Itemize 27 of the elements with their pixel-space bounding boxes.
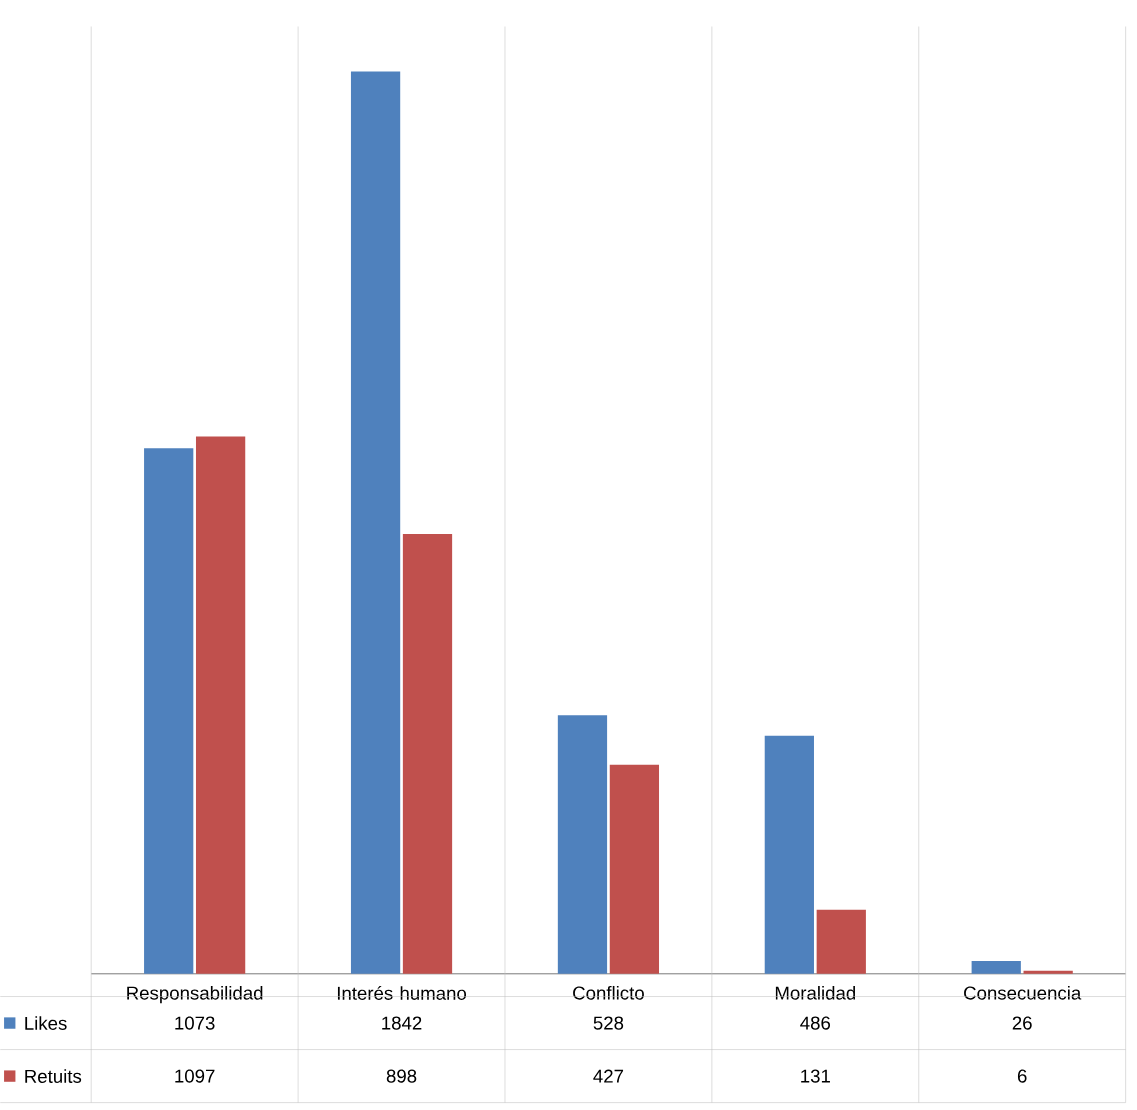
data-label: 898 [386,1069,417,1083]
legend-label: Likes [25,1016,67,1030]
bar [557,715,608,974]
data-label: 1097 [175,1069,215,1083]
bar [195,436,246,974]
x-tick-label: Consecuencia [964,985,1082,1000]
data-label: 1073 [175,1016,215,1030]
data-label: 486 [800,1016,831,1030]
bar [1023,970,1073,974]
bar [350,71,401,974]
data-label: 427 [593,1069,624,1083]
x-tick-label: Moralidad [775,985,856,1000]
bar [402,533,453,974]
bar [609,764,660,974]
bar [144,448,194,974]
legend-label: Retuits [25,1069,82,1083]
bar [764,735,814,974]
data-label: 131 [801,1069,830,1083]
bar [971,960,1021,974]
x-tick-label: Conflicto [573,985,644,1000]
data-label: 1842 [382,1016,422,1030]
data-label: 26 [1012,1016,1032,1030]
x-tick-label: Responsabilidad [127,985,263,1004]
data-label: 528 [593,1016,624,1030]
bar [816,909,866,974]
data-label: 6 [1017,1069,1027,1083]
x-tick-label: Interés humano [337,985,467,1000]
